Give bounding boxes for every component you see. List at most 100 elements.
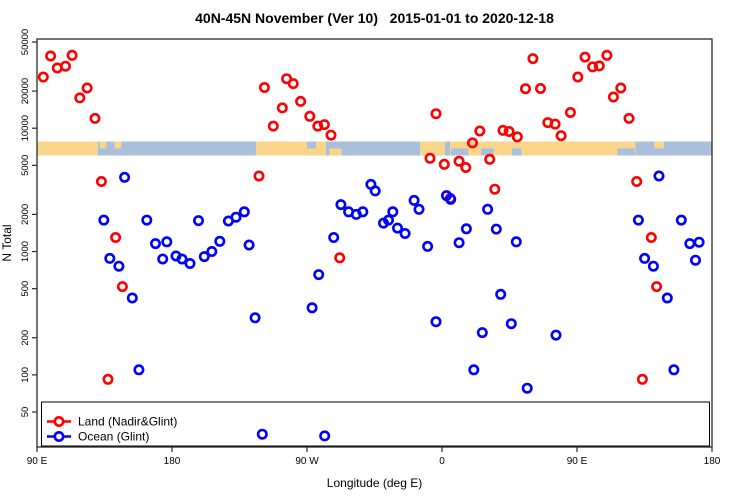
map-band-segment-ocean (97, 141, 256, 156)
legend-item-land: Land (Nadir&Glint) (47, 415, 177, 429)
land-legend-marker (53, 415, 65, 427)
ocean-point (693, 236, 705, 248)
ocean-point (647, 260, 659, 272)
land-point (325, 129, 337, 141)
map-band-segment-ocean (635, 141, 712, 156)
land-point (81, 82, 93, 94)
map-band-segment-ocean (445, 141, 451, 156)
land-point (276, 102, 288, 114)
land-point (555, 130, 567, 142)
land-point (623, 112, 635, 124)
plot-border (36, 38, 713, 448)
land-point (258, 82, 270, 94)
ocean-point (238, 206, 250, 218)
land-point (572, 71, 584, 83)
ocean-point (98, 214, 110, 226)
x-tick-label: 90 W (295, 456, 319, 467)
ocean-point (639, 252, 651, 264)
x-tick-label: 90 E (27, 456, 48, 467)
land-point (253, 170, 265, 182)
land-point (438, 158, 450, 170)
land-legend-label: Land (Nadir&Glint) (78, 415, 177, 429)
ocean-point (460, 223, 472, 235)
map-band-segment-land (654, 141, 664, 149)
land-point (651, 281, 663, 293)
y-tick-label: 10000 (20, 115, 31, 141)
ocean-point (126, 292, 138, 304)
ocean-point (306, 302, 318, 314)
ocean-point (230, 211, 242, 223)
x-tick-label: 180 (704, 456, 721, 467)
y-axis-label: N Total (0, 224, 14, 261)
map-band-segment-ocean (307, 141, 316, 149)
land-point (116, 281, 128, 293)
ocean-point (430, 316, 442, 328)
ocean-point (510, 236, 522, 248)
ocean-point (661, 292, 673, 304)
y-tick-label: 2000 (20, 204, 31, 225)
land-point (549, 118, 561, 130)
y-tick-label: 50 (20, 407, 31, 418)
land-point (519, 83, 531, 95)
ocean-point (422, 240, 434, 252)
land-point (74, 92, 86, 104)
land-point (645, 232, 657, 244)
x-axis-label: Longitude (deg E) (327, 476, 422, 490)
ocean-point (387, 206, 399, 218)
x-tick-label: 0 (439, 456, 445, 467)
ocean-point (369, 185, 381, 197)
land-point (484, 153, 496, 165)
ocean-point (184, 257, 196, 269)
ocean-point (214, 235, 226, 247)
land-point (66, 49, 78, 61)
land-point (59, 60, 71, 72)
ocean-point (550, 329, 562, 341)
ocean-legend-label: Ocean (Glint) (78, 430, 149, 444)
land-point (318, 119, 330, 131)
y-tick-label: 200 (20, 330, 31, 346)
x-tick-label: 90 E (567, 456, 588, 467)
land-point (527, 53, 539, 65)
land-point (497, 124, 509, 136)
ocean-legend-marker (53, 430, 65, 442)
ocean-point (490, 223, 502, 235)
ocean-point (335, 199, 347, 211)
land-point (89, 112, 101, 124)
ocean-point (113, 260, 125, 272)
ocean-point (206, 246, 218, 258)
land-point (334, 252, 346, 264)
land-point (489, 183, 501, 195)
ocean-point (176, 253, 188, 265)
legend: Land (Nadir&Glint) Ocean (Glint) (47, 415, 177, 444)
land-point (564, 107, 576, 119)
land-point (304, 110, 316, 122)
map-band-segment-land (99, 141, 107, 149)
x-axis-ticks: 90 E 180 90 W 0 90 E 180 (27, 447, 721, 467)
land-point (601, 49, 613, 61)
land-point (312, 120, 324, 132)
ocean-point (157, 253, 169, 265)
ocean-point (408, 194, 420, 206)
land-point (636, 373, 648, 385)
ocean-point (521, 382, 533, 394)
map-band-segment-land (450, 141, 636, 156)
ocean-point (476, 327, 488, 339)
y-tick-label: 1000 (20, 241, 31, 262)
ocean-point (445, 193, 457, 205)
land-point (587, 61, 599, 73)
y-tick-label: 50000 (20, 29, 31, 55)
ocean-point (399, 228, 411, 240)
y-tick-label: 100 (20, 367, 31, 383)
map-band-segment-ocean (511, 148, 522, 156)
ocean-point (193, 215, 205, 227)
ocean-point (468, 364, 480, 376)
land-point (95, 176, 107, 188)
map-band (37, 141, 712, 156)
land-point (534, 83, 546, 95)
ocean-point (668, 364, 680, 376)
map-band-segment-land (329, 148, 342, 156)
land-point (474, 125, 486, 137)
y-tick-label: 20000 (20, 78, 31, 104)
map-band-segment-ocean (451, 148, 469, 156)
